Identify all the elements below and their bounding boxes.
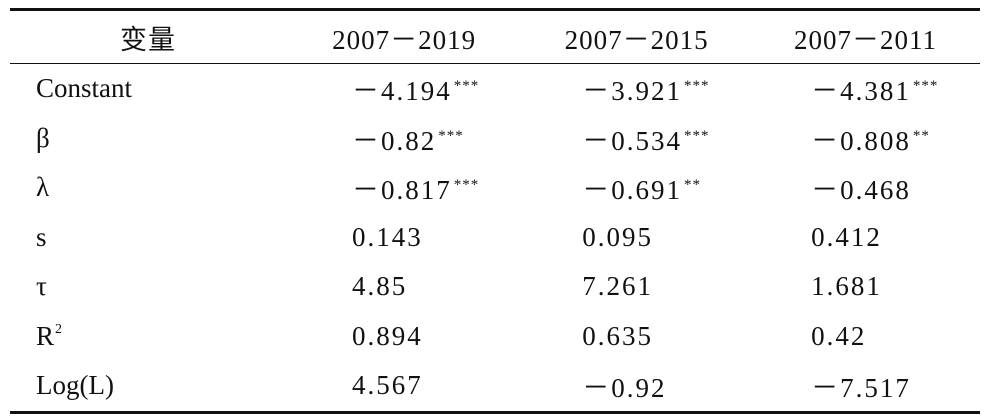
value-text: －0.691: [582, 175, 682, 206]
value-cell: －7.517: [751, 361, 980, 412]
header-cell: 2007－2011: [794, 24, 938, 55]
table-row: Constant －4.194 *** －3.921 *** －4.381 ***: [10, 64, 980, 114]
label-text: Constant: [36, 73, 133, 104]
value-text: 0.412: [811, 221, 882, 252]
significance-stars: ***: [683, 78, 710, 95]
value-text: －3.921: [582, 76, 682, 107]
row-label: β: [10, 114, 286, 164]
significance-stars: **: [912, 127, 930, 144]
value-text: －0.817: [352, 175, 452, 206]
value-text: －4.194: [352, 76, 452, 107]
value-text: 0.635: [582, 320, 653, 351]
label-text: β: [36, 122, 50, 153]
value-cell: 0.894: [286, 312, 522, 362]
row-label: λ: [10, 163, 286, 213]
value-text: 0.894: [352, 320, 423, 351]
row-label: τ: [10, 262, 286, 312]
value-cell: －0.808 **: [751, 114, 980, 164]
value-text: 4.85: [352, 271, 408, 302]
value-cell: －0.817 ***: [286, 163, 522, 213]
value-cell: －4.381 ***: [751, 64, 980, 114]
value-cell: －0.92: [522, 361, 751, 412]
label-text: s: [36, 221, 47, 252]
table-header: 变量 2007－2019 2007－2015 2007－2011: [10, 9, 980, 64]
value-cell: 1.681: [751, 262, 980, 312]
results-table: 变量 2007－2019 2007－2015 2007－2011 Constant －4…: [10, 8, 980, 414]
value-cell: 0.635: [522, 312, 751, 362]
value-cell: －4.194 ***: [286, 64, 522, 114]
significance-stars: ***: [683, 127, 710, 144]
table-body: Constant －4.194 *** －3.921 *** －4.381 *** β －0.8…: [10, 64, 980, 412]
value-cell: 0.412: [751, 213, 980, 263]
value-cell: 0.143: [286, 213, 522, 263]
value-text: 7.261: [582, 271, 653, 302]
value-text: 0.095: [582, 221, 653, 252]
value-cell: 7.261: [522, 262, 751, 312]
value-cell: 0.095: [522, 213, 751, 263]
table-row: R2 0.894 0.635 0.42: [10, 312, 980, 362]
value-cell: 4.85: [286, 262, 522, 312]
significance-stars: ***: [912, 78, 939, 95]
table-row: β －0.82 *** －0.534 *** －0.808 **: [10, 114, 980, 164]
header-cell: 2007－2015: [564, 24, 709, 55]
table-row: s 0.143 0.095 0.412: [10, 213, 980, 263]
value-text: －4.381: [811, 76, 911, 107]
value-text: －0.82: [352, 125, 437, 156]
value-text: 4.567: [352, 370, 423, 401]
value-text: －0.92: [582, 373, 667, 404]
value-cell: －3.921 ***: [522, 64, 751, 114]
value-text: 0.42: [811, 320, 867, 351]
header-cell: 变量: [120, 24, 176, 55]
value-cell: －0.82 ***: [286, 114, 522, 164]
value-text: －0.534: [582, 125, 682, 156]
significance-stars: ***: [453, 78, 480, 95]
row-label: Log(L): [10, 361, 286, 412]
value-text: －7.517: [811, 373, 911, 404]
header-cell: 2007－2019: [332, 24, 477, 55]
value-cell: －0.534 ***: [522, 114, 751, 164]
value-cell: 0.42: [751, 312, 980, 362]
row-label: Constant: [10, 64, 286, 114]
row-label: R2: [10, 312, 286, 362]
table-row: Log(L) 4.567 －0.92 －7.517: [10, 361, 980, 412]
label-text: Log(L): [36, 370, 114, 401]
value-cell: －0.691 **: [522, 163, 751, 213]
label-text: R: [36, 320, 55, 351]
significance-stars: ***: [453, 177, 480, 194]
table-row: τ 4.85 7.261 1.681: [10, 262, 980, 312]
value-text: －0.808: [811, 125, 911, 156]
header-row: 变量 2007－2019 2007－2015 2007－2011: [10, 9, 980, 64]
table-row: λ －0.817 *** －0.691 ** －0.468: [10, 163, 980, 213]
significance-stars: ***: [438, 127, 464, 144]
value-cell: －0.468: [751, 163, 980, 213]
row-label: s: [10, 213, 286, 263]
value-text: 1.681: [811, 271, 882, 302]
label-superscript: 2: [55, 321, 64, 337]
significance-stars: **: [683, 177, 701, 194]
value-text: －0.468: [811, 175, 911, 206]
value-text: 0.143: [352, 221, 423, 252]
label-text: λ: [36, 172, 50, 203]
value-cell: 4.567: [286, 361, 522, 412]
label-text: τ: [36, 271, 47, 302]
